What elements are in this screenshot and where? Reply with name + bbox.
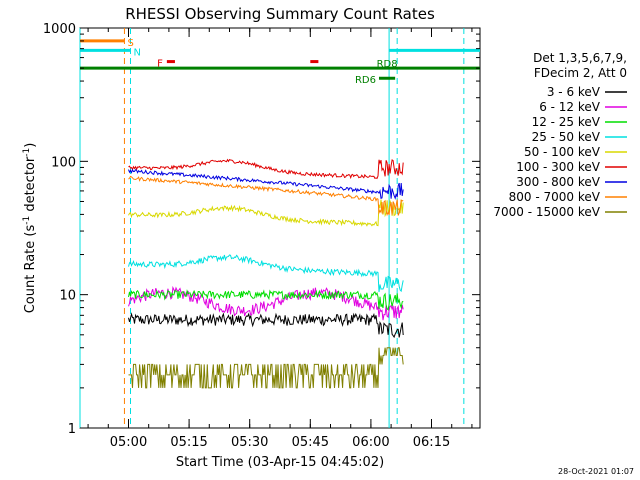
series-line bbox=[128, 158, 404, 180]
series-line bbox=[128, 168, 404, 200]
legend: Det 1,3,5,6,7,9, FDecim 2, Att 0 3 - 6 k… bbox=[493, 51, 627, 219]
flag-label: N bbox=[134, 47, 141, 58]
series-line bbox=[128, 175, 404, 217]
legend-label: 6 - 12 keV bbox=[539, 100, 601, 114]
y-axis-label-sup1: -1 bbox=[22, 216, 32, 225]
chart-title: RHESSI Observing Summary Count Rates bbox=[125, 5, 435, 23]
flag-label: RD6 bbox=[355, 75, 376, 86]
legend-label: 3 - 6 keV bbox=[547, 85, 601, 99]
x-tick-label: 05:15 bbox=[170, 435, 207, 450]
data-series bbox=[128, 158, 404, 389]
legend-label: 300 - 800 keV bbox=[516, 175, 600, 189]
x-axis-label: Start Time (03-Apr-15 04:45:02) bbox=[176, 455, 384, 470]
y-tick-label: 100 bbox=[51, 155, 76, 170]
flag-label: F bbox=[157, 59, 163, 70]
series-line bbox=[128, 289, 404, 311]
legend-label: 7000 - 15000 keV bbox=[493, 205, 600, 219]
series-line bbox=[128, 312, 404, 339]
legend-header-1: Det 1,3,5,6,7,9, bbox=[533, 51, 627, 65]
legend-label: 12 - 25 keV bbox=[532, 115, 601, 129]
x-tick-label: 05:45 bbox=[292, 435, 329, 450]
series-line bbox=[128, 347, 404, 389]
legend-label: 50 - 100 keV bbox=[524, 145, 601, 159]
y-axis-label-end: ) bbox=[23, 143, 38, 148]
legend-label: 800 - 7000 keV bbox=[509, 190, 601, 204]
y-axis: 1 10 100 1000 bbox=[43, 22, 480, 437]
flag-label: S bbox=[127, 38, 133, 49]
x-tick-label: 06:15 bbox=[413, 435, 450, 450]
legend-header-2: FDecim 2, Att 0 bbox=[534, 66, 627, 80]
y-axis-label-mid: detector bbox=[23, 156, 38, 216]
y-tick-label: 1000 bbox=[43, 22, 76, 37]
x-axis: 05:00 05:15 05:30 05:45 06:00 06:15 bbox=[87, 28, 473, 450]
legend-label: 25 - 50 keV bbox=[532, 130, 601, 144]
series-line bbox=[128, 199, 404, 227]
x-tick-label: 05:00 bbox=[110, 435, 147, 450]
x-tick-label: 05:30 bbox=[231, 435, 268, 450]
flag-label: RD8 bbox=[377, 59, 398, 70]
y-axis-label-sup2: -1 bbox=[22, 148, 32, 157]
series-line bbox=[128, 285, 404, 321]
footer-timestamp: 28-Oct-2021 01:07 bbox=[558, 467, 634, 476]
y-axis-label-main: Count Rate (s bbox=[23, 225, 38, 314]
legend-label: 100 - 300 keV bbox=[516, 160, 600, 174]
series-line bbox=[128, 254, 404, 293]
y-tick-label: 10 bbox=[59, 289, 76, 304]
y-tick-label: 1 bbox=[68, 422, 76, 437]
vertical-markers bbox=[79, 28, 465, 428]
x-tick-label: 06:00 bbox=[352, 435, 389, 450]
y-axis-label: Count Rate (s-1 detector-1) bbox=[22, 143, 38, 314]
